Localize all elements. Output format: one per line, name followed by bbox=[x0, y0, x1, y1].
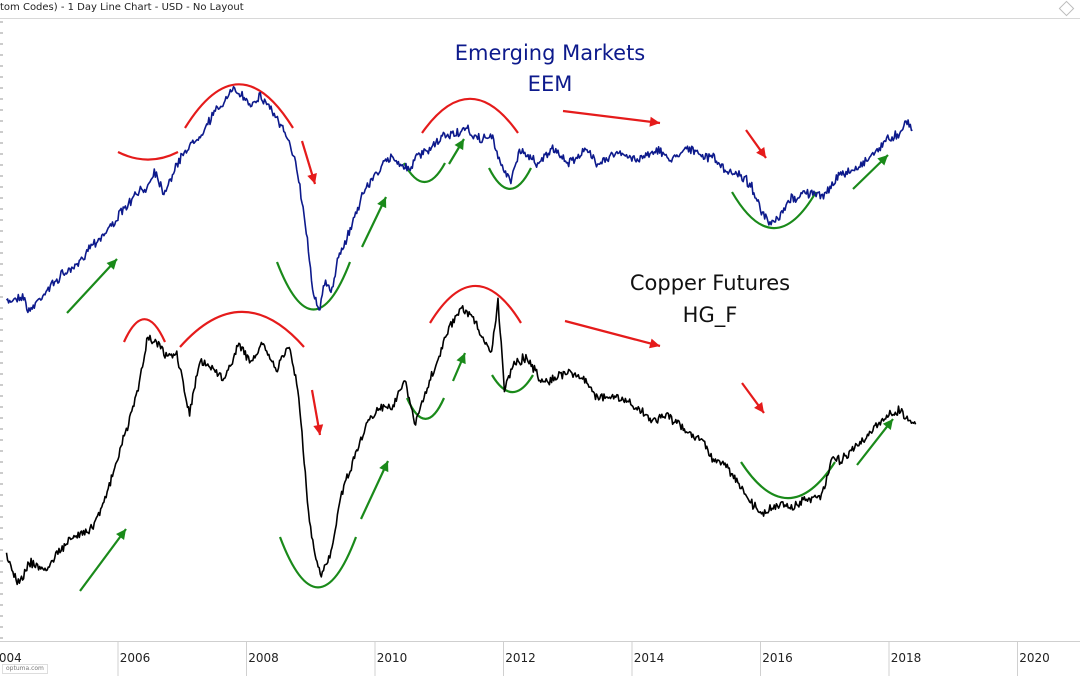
x-axis-tick-label: 2012 bbox=[505, 651, 536, 665]
peak-arc bbox=[421, 97, 519, 134]
up-arrow-head bbox=[377, 197, 387, 209]
copper-series-line bbox=[5, 297, 917, 586]
up-arrow-head bbox=[877, 155, 888, 166]
left-axis-ticks bbox=[0, 21, 3, 639]
up-arrow bbox=[360, 460, 389, 520]
x-axis-tick-label: 2006 bbox=[120, 651, 151, 665]
trough-arc bbox=[731, 191, 817, 230]
x-axis-tick-label: 2008 bbox=[248, 651, 279, 665]
watermark: optuma.com bbox=[2, 664, 48, 674]
peak-arc bbox=[429, 285, 522, 324]
annotation-shapes bbox=[66, 83, 894, 592]
up-arrow-head bbox=[882, 419, 893, 430]
down-arrow bbox=[564, 319, 661, 348]
eem-annotation-label: Emerging Markets EEM bbox=[440, 38, 660, 100]
down-arrow-head bbox=[754, 401, 764, 413]
up-arrow-head bbox=[116, 529, 126, 541]
x-axis-svg: 2004 2006 2008 2010 2012 2014 2016 2018 2020 bbox=[0, 642, 1050, 676]
eem-series-line bbox=[5, 85, 913, 314]
x-axis: 2004 2006 2008 2010 2012 2014 2016 2018 2020 bbox=[0, 641, 1080, 676]
down-arrow-head bbox=[307, 172, 317, 184]
peak-arc bbox=[117, 151, 179, 161]
trough-arc bbox=[403, 162, 446, 183]
up-arrow bbox=[79, 528, 127, 592]
copper-label-line-2: HG_F bbox=[682, 303, 738, 327]
peak-arc bbox=[184, 83, 294, 129]
down-arrow-head bbox=[649, 116, 660, 127]
trough-arc bbox=[275, 261, 352, 311]
x-axis-tick-label: 2014 bbox=[634, 651, 665, 665]
up-arrow-head bbox=[379, 461, 389, 473]
up-arrow-head bbox=[106, 259, 117, 270]
trough-arc bbox=[491, 374, 534, 393]
chart-window-title: tom Codes) - 1 Day Line Chart - USD - No… bbox=[0, 2, 244, 13]
x-axis-tick-label: 2010 bbox=[377, 651, 408, 665]
down-arrow-head bbox=[756, 146, 766, 158]
x-axis-tick-label: 2018 bbox=[891, 651, 922, 665]
chart-header: tom Codes) - 1 Day Line Chart - USD - No… bbox=[0, 0, 1080, 19]
up-arrow bbox=[66, 258, 118, 314]
down-arrow-head bbox=[649, 338, 660, 349]
trough-arc bbox=[740, 461, 836, 499]
x-axis-tick-label: 2016 bbox=[762, 651, 793, 665]
eem-label-line-1: Emerging Markets bbox=[454, 41, 646, 65]
x-axis-tick-label: 2004 bbox=[0, 651, 22, 665]
up-arrow-head bbox=[456, 353, 466, 365]
x-axis-tick-label: 2020 bbox=[1019, 651, 1050, 665]
peak-arc bbox=[122, 318, 167, 343]
down-arrow bbox=[562, 109, 661, 125]
copper-annotation-label: Copper Futures HG_F bbox=[600, 267, 820, 331]
up-arrow-head bbox=[454, 139, 464, 151]
trough-arc bbox=[278, 536, 358, 589]
down-arrow-head bbox=[313, 424, 324, 435]
peak-arc bbox=[179, 310, 305, 348]
copper-label-line-1: Copper Futures bbox=[629, 271, 791, 295]
series-layer bbox=[5, 85, 917, 586]
trough-arc bbox=[488, 167, 532, 190]
eem-label-line-2: EEM bbox=[527, 72, 573, 96]
